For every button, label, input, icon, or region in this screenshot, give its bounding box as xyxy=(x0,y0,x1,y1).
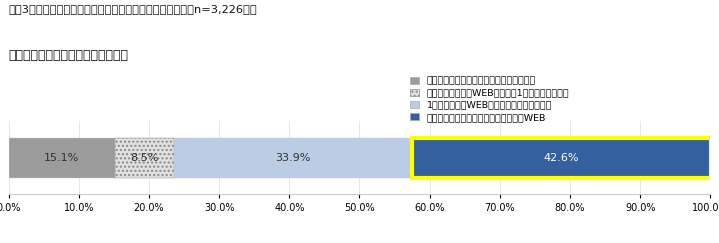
Text: 42.6%: 42.6% xyxy=(544,153,580,163)
Text: （図3）【内々定保有者のうち入社先を決めている人限定（n=3,226）】: （図3）【内々定保有者のうち入社先を決めている人限定（n=3,226）】 xyxy=(9,4,257,14)
Text: 33.9%: 33.9% xyxy=(275,153,311,163)
Bar xyxy=(412,138,711,178)
Bar xyxy=(174,138,412,178)
Text: 8.5%: 8.5% xyxy=(130,153,159,163)
Text: 15.1%: 15.1% xyxy=(44,153,79,163)
Legend: 個別企業説明会から最終面接まで全て対面, 個別企業説明会はWEBだったが1次面接以降は対面, 1次面接まではWEBだったが最終面接は対面, 個別企業説明会から最: 個別企業説明会から最終面接まで全て対面, 個別企業説明会はWEBだったが1次面接… xyxy=(410,77,569,122)
Bar xyxy=(9,138,114,178)
Bar xyxy=(114,138,174,178)
Text: 入社意思の最も高い企業の選考形式: 入社意思の最も高い企業の選考形式 xyxy=(9,49,129,61)
Bar xyxy=(412,138,711,178)
